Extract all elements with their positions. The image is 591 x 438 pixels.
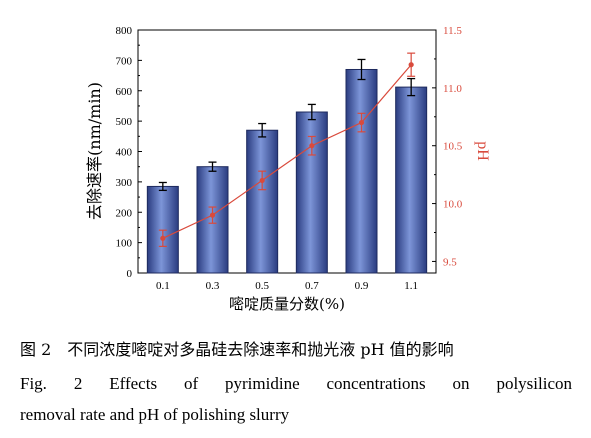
left-tick-label: 400 — [116, 147, 133, 159]
x-axis-ticks: 0.1 0.3 0.5 0.7 0.9 1.1 — [156, 269, 418, 292]
x-tick-label: 1.1 — [404, 280, 418, 292]
left-tick-label: 200 — [116, 207, 133, 219]
figure-caption-chinese: 图 2 不同浓度嘧啶对多晶硅去除速率和抛光液 pH 值的影响 — [20, 340, 454, 359]
ph-point — [160, 235, 166, 241]
ph-point — [408, 62, 414, 68]
left-tick-label: 100 — [116, 238, 133, 250]
left-tick-label: 500 — [116, 116, 133, 128]
x-tick-label: 0.5 — [255, 280, 269, 292]
right-tick-label: 10.0 — [443, 199, 463, 211]
figure-caption-english-line1: Fig. 2 Effects of pyrimidine concentrati… — [20, 374, 572, 393]
left-axis-label: 去除速率(nm/min) — [85, 82, 104, 220]
ph-point — [358, 119, 365, 126]
bar — [246, 129, 279, 274]
figure-caption-english-line2: removal rate and pH of polishing slurry — [20, 405, 290, 424]
x-tick-label: 0.9 — [355, 280, 369, 292]
bar-series — [146, 58, 428, 274]
left-tick-label: 700 — [116, 55, 133, 67]
right-tick-label: 10.5 — [443, 141, 463, 153]
right-tick-label: 11.0 — [443, 83, 462, 95]
ph-point — [209, 212, 216, 218]
right-tick-label: 9.5 — [443, 256, 457, 268]
bar — [395, 86, 428, 274]
x-tick-label: 0.7 — [305, 280, 319, 292]
left-tick-label: 600 — [116, 86, 133, 98]
bar — [345, 68, 378, 274]
right-axis-ticks: 9.5 10.0 10.5 11.0 11.5 — [432, 25, 463, 268]
ph-line-series — [158, 52, 416, 247]
ph-point — [259, 177, 265, 184]
ph-point — [309, 143, 315, 149]
x-tick-label: 0.1 — [156, 280, 170, 292]
plot-frame — [137, 29, 437, 274]
right-axis-label: pH — [474, 141, 491, 161]
left-tick-label: 300 — [116, 177, 133, 189]
right-tick-label: 11.5 — [443, 25, 462, 37]
x-tick-label: 0.3 — [206, 280, 220, 292]
dual-axis-bar-line-chart: 0 100 200 300 400 500 600 700 800 9.5 10.0 10.5 11.… — [85, 25, 491, 313]
left-tick-label: 800 — [116, 25, 133, 37]
x-axis-label: 嘧啶质量分数(%) — [229, 295, 345, 313]
left-tick-label: 0 — [127, 268, 133, 280]
left-axis-ticks: 0 100 200 300 400 500 600 700 800 — [116, 25, 142, 280]
ph-line — [162, 64, 412, 239]
